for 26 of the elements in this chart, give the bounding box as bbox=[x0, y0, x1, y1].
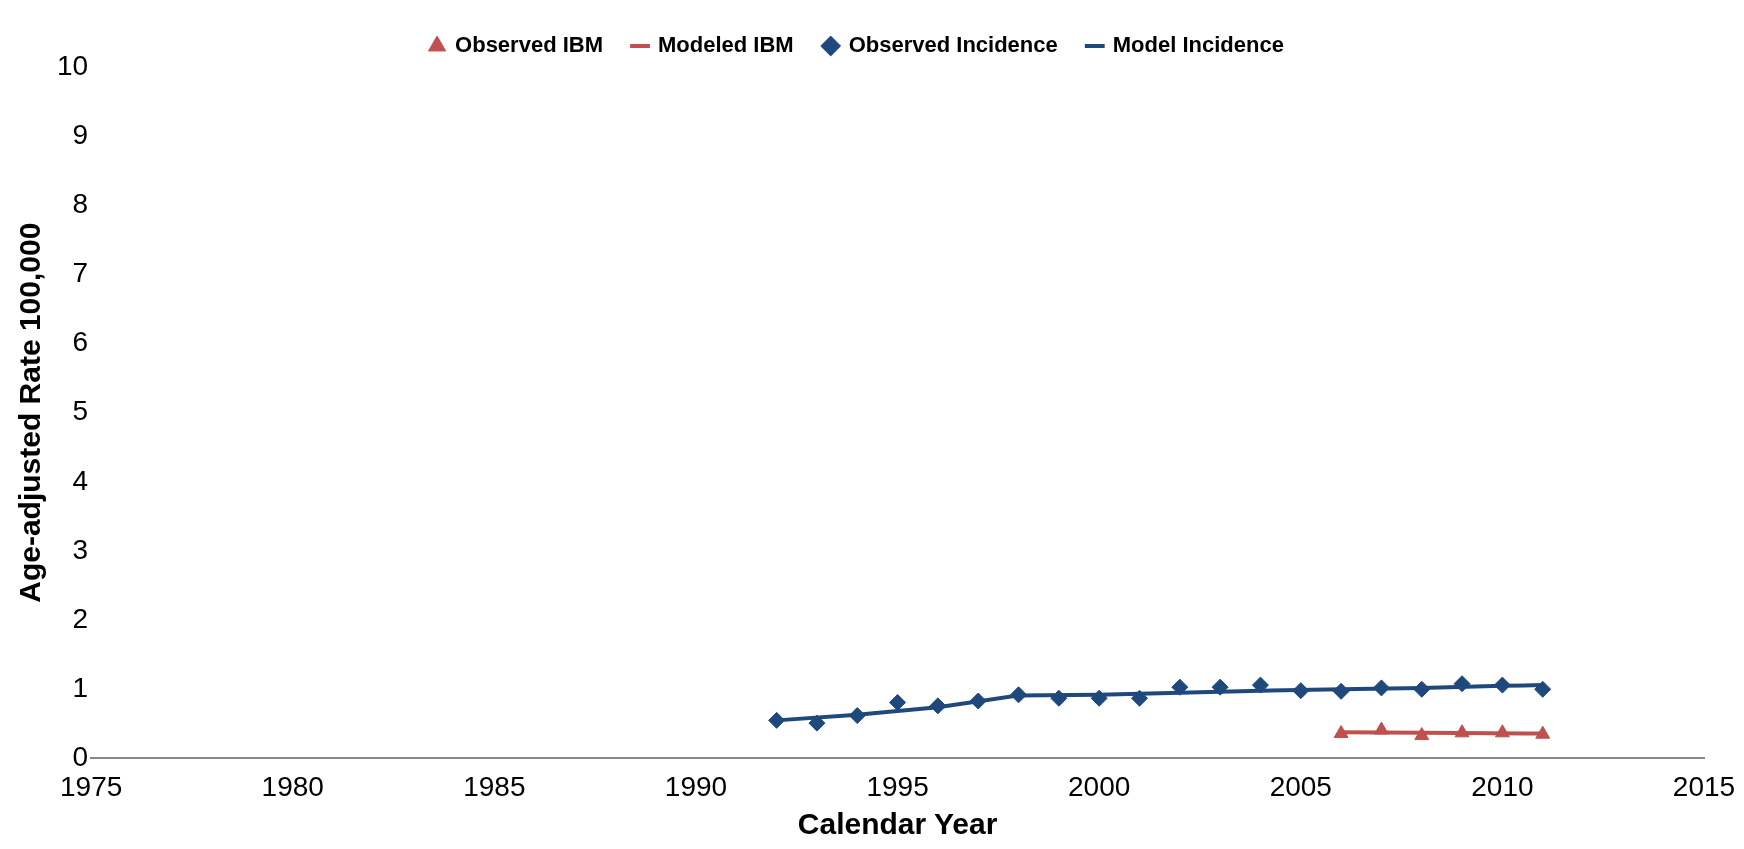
legend-label: Observed IBM bbox=[455, 32, 604, 58]
x-tick-label: 1995 bbox=[866, 770, 929, 802]
legend-label: Observed Incidence bbox=[848, 32, 1058, 58]
y-axis-title: Age-adjusted Rate 100,000 bbox=[13, 222, 47, 603]
x-tick-label: 2015 bbox=[1672, 770, 1736, 802]
x-tick-label: 1990 bbox=[664, 770, 728, 802]
y-tick-label: 8 bbox=[72, 188, 89, 219]
x-tick-label: 2005 bbox=[1269, 770, 1332, 802]
legend-label: Model Incidence bbox=[1112, 32, 1284, 58]
y-tick-label: 1 bbox=[72, 671, 89, 703]
y-tick-label: 9 bbox=[72, 118, 89, 150]
x-tick-label: 2010 bbox=[1471, 770, 1534, 802]
y-tick-label: 2 bbox=[72, 602, 89, 634]
x-tick-label: 1985 bbox=[463, 770, 526, 802]
y-tick-label: 6 bbox=[72, 326, 89, 358]
y-tick-label: 7 bbox=[72, 257, 89, 289]
x-tick-label: 1980 bbox=[261, 770, 324, 802]
y-tick-label: 0 bbox=[72, 741, 89, 773]
y-tick-label: 4 bbox=[72, 464, 89, 496]
x-axis-title: Calendar Year bbox=[797, 807, 998, 841]
y-tick-label: 5 bbox=[72, 395, 89, 427]
legend-label: Modeled IBM bbox=[658, 32, 794, 58]
y-tick-label: 10 bbox=[56, 49, 89, 81]
x-tick-label: 2000 bbox=[1068, 770, 1131, 802]
y-tick-label: 3 bbox=[72, 533, 89, 565]
x-tick-label: 1975 bbox=[60, 770, 123, 802]
